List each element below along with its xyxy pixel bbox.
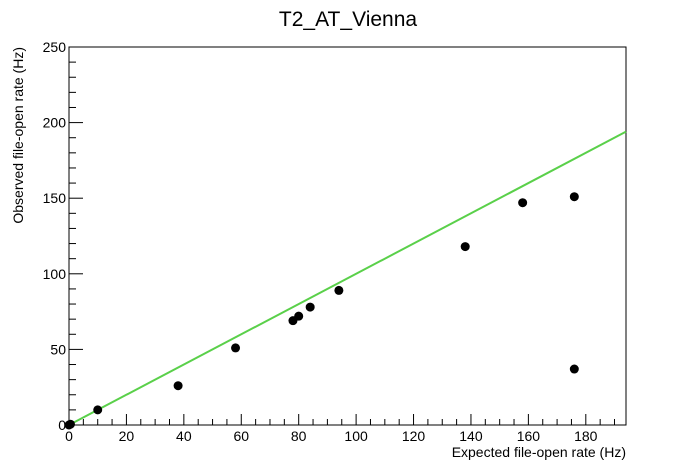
y-axis: 0 50 100 150 200 250 [43, 39, 83, 433]
y-axis-label: Observed file-open rate (Hz) [10, 47, 26, 224]
x-axis: 0 20 40 60 80 100 120 140 160 180 [65, 414, 616, 444]
data-point [334, 285, 344, 295]
data-points [64, 192, 579, 430]
x-tick-label: 40 [176, 428, 192, 444]
x-axis-label: Expected file-open rate (Hz) [452, 444, 626, 460]
chart-title: T2_AT_Vienna [279, 8, 417, 31]
y-tick-label: 150 [43, 190, 67, 206]
plot-frame [68, 46, 627, 426]
data-point [65, 419, 75, 429]
x-tick-label: 20 [119, 428, 135, 444]
x-tick-label: 160 [517, 428, 541, 444]
y-tick-label: 200 [43, 115, 67, 131]
x-tick-label: 180 [574, 428, 598, 444]
y-tick-label: 250 [43, 39, 67, 55]
y-tick-label: 0 [58, 417, 66, 433]
data-point [93, 405, 103, 415]
data-point [173, 381, 183, 391]
y-tick-label: 100 [43, 266, 67, 282]
x-tick-label: 100 [344, 428, 368, 444]
y-tick-label: 50 [50, 341, 66, 357]
x-tick-label: 60 [233, 428, 249, 444]
data-point [569, 364, 579, 374]
data-point [569, 192, 579, 202]
reference-line-y-equals-x [68, 130, 627, 426]
data-point [518, 198, 528, 208]
data-point [460, 242, 470, 252]
data-point [294, 311, 304, 321]
x-tick-label: 80 [291, 428, 307, 444]
data-point [305, 302, 315, 312]
x-tick-label: 120 [402, 428, 426, 444]
x-tick-label: 0 [65, 428, 73, 444]
x-tick-label: 140 [459, 428, 483, 444]
data-point [231, 343, 241, 353]
